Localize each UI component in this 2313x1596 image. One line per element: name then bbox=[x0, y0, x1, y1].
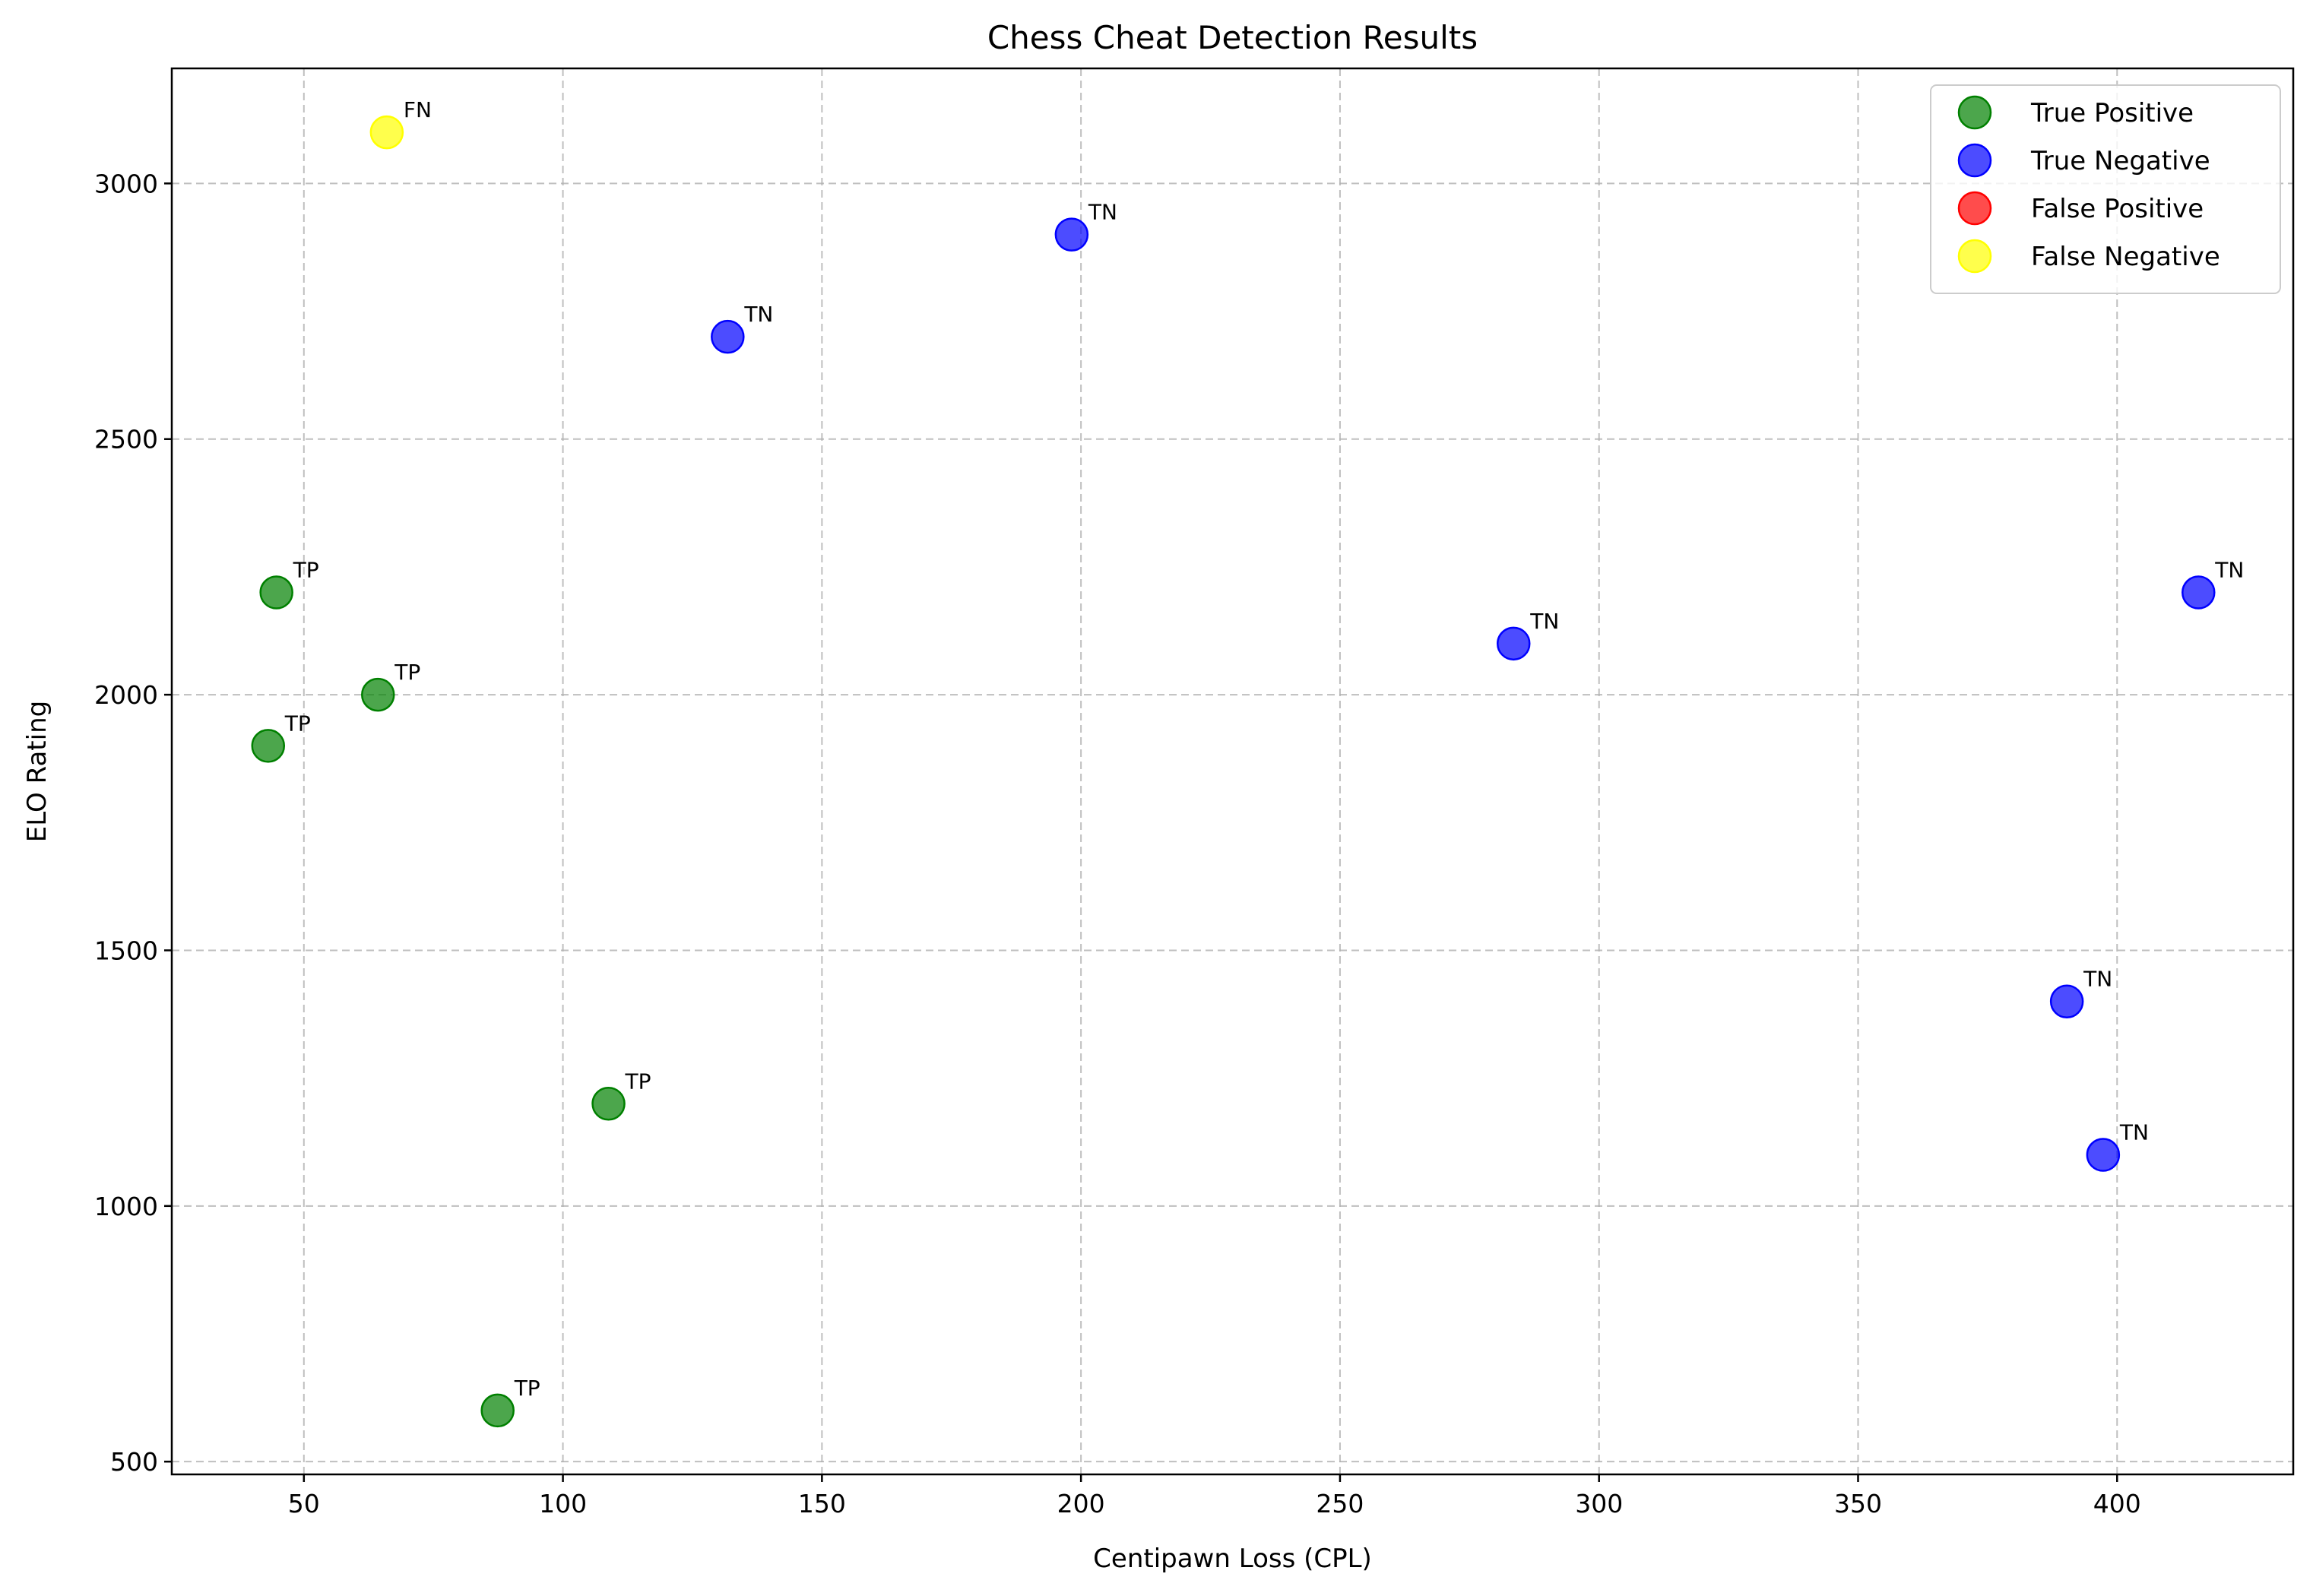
point-label: TN bbox=[743, 302, 773, 327]
x-axis-label: Centipawn Loss (CPL) bbox=[1093, 1544, 1372, 1574]
data-points bbox=[251, 115, 2216, 1428]
legend-entry: True Positive bbox=[2030, 98, 2194, 128]
chart-title: Chess Cheat Detection Results bbox=[987, 19, 1478, 56]
scatter-point bbox=[1054, 217, 1089, 252]
point-label: TP bbox=[284, 711, 311, 736]
scatter-point bbox=[1496, 626, 1531, 661]
scatter-point bbox=[2086, 1138, 2121, 1172]
point-label: TP bbox=[293, 558, 319, 583]
scatter-point bbox=[369, 115, 404, 150]
legend-marker bbox=[1957, 239, 1992, 274]
y-axis-ticks: 500 1000 1500 2000 2500 3000 bbox=[94, 169, 172, 1477]
x-tick-label: 100 bbox=[539, 1489, 587, 1518]
scatter-point bbox=[2182, 575, 2216, 610]
legend-entry: True Negative bbox=[2030, 146, 2210, 176]
scatter-point bbox=[591, 1087, 626, 1121]
scatter-point bbox=[361, 677, 395, 712]
point-label: FN bbox=[404, 97, 432, 122]
scatter-point bbox=[251, 729, 286, 763]
x-tick-label: 50 bbox=[288, 1489, 320, 1518]
point-label: TN bbox=[2119, 1120, 2149, 1145]
legend-marker bbox=[1957, 143, 1992, 178]
x-axis-ticks: 50 100 150 200 250 300 350 400 bbox=[288, 1474, 2141, 1518]
legend: True Positive True Negative False Positive… bbox=[1930, 84, 2281, 294]
legend-entry: False Negative bbox=[2031, 242, 2220, 272]
y-tick-label: 2500 bbox=[94, 425, 158, 454]
legend-entry: False Positive bbox=[2031, 194, 2204, 224]
scatter-point bbox=[2049, 984, 2084, 1018]
plot-frame bbox=[170, 67, 2295, 1476]
x-tick-label: 350 bbox=[1834, 1489, 1882, 1518]
x-tick-label: 400 bbox=[2093, 1489, 2141, 1518]
legend-marker bbox=[1957, 191, 1992, 226]
x-tick-label: 200 bbox=[1057, 1489, 1105, 1518]
y-tick-label: 1000 bbox=[94, 1192, 158, 1221]
legend-box bbox=[1930, 84, 2281, 294]
scatter-point bbox=[259, 575, 293, 610]
x-tick-label: 300 bbox=[1575, 1489, 1623, 1518]
x-tick-label: 250 bbox=[1316, 1489, 1364, 1518]
point-label: TN bbox=[2083, 967, 2112, 992]
grid bbox=[172, 68, 2293, 1474]
scatter-point bbox=[711, 319, 745, 354]
scatter-point bbox=[480, 1393, 515, 1428]
y-tick-label: 1500 bbox=[94, 936, 158, 965]
y-tick-label: 2000 bbox=[94, 680, 158, 710]
point-label: TN bbox=[1529, 609, 1559, 634]
point-label: TN bbox=[2214, 558, 2244, 583]
point-label: TN bbox=[1088, 200, 1117, 225]
x-tick-label: 150 bbox=[798, 1489, 846, 1518]
y-tick-label: 3000 bbox=[94, 169, 158, 198]
point-labels: TP TP TP TP TP TN TN TN TN TN TN FN bbox=[284, 97, 2245, 1401]
y-tick-label: 500 bbox=[110, 1447, 158, 1477]
y-axis-label: ELO Rating bbox=[22, 701, 52, 842]
point-label: TP bbox=[394, 660, 420, 685]
legend-marker bbox=[1957, 95, 1992, 130]
point-label: TP bbox=[514, 1376, 540, 1401]
point-label: TP bbox=[625, 1069, 651, 1094]
